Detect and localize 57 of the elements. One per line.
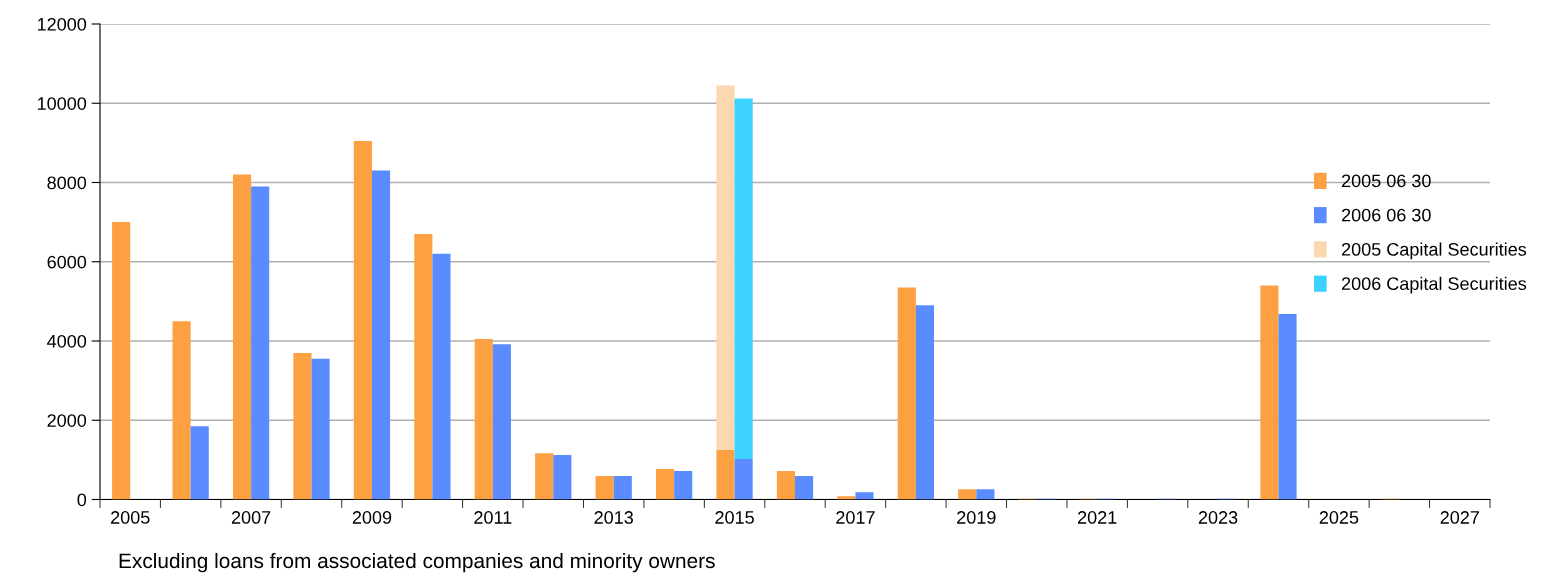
bar (613, 476, 632, 500)
bar (353, 140, 372, 500)
bar (172, 321, 191, 500)
bar (915, 305, 934, 500)
bar (293, 352, 312, 500)
bar (535, 453, 554, 500)
bar (251, 186, 270, 500)
bar (311, 358, 330, 500)
bar (716, 449, 735, 500)
bar (674, 470, 693, 500)
x-tick-label: 2007 (231, 511, 271, 524)
bar (1278, 314, 1297, 500)
bar (976, 489, 995, 500)
y-tick-label: 0 (77, 493, 87, 507)
bar (897, 287, 916, 500)
bar (474, 339, 493, 500)
x-tick-label: 2011 (474, 511, 512, 524)
bar (795, 476, 814, 500)
bar (716, 85, 735, 450)
bar (958, 489, 977, 500)
x-tick-label: 2025 (1319, 511, 1359, 524)
x-tick-label: 2009 (352, 511, 392, 524)
x-tick-label: 2027 (1440, 511, 1479, 524)
bar (232, 174, 252, 500)
x-tick-label: 2023 (1198, 511, 1238, 524)
bar (855, 492, 874, 500)
x-tick-label: 2013 (594, 511, 633, 524)
y-tick-label: 6000 (47, 255, 87, 269)
bar (734, 459, 753, 500)
x-tick-label: 2015 (715, 511, 754, 524)
x-tick-label: 2005 (111, 511, 150, 524)
bar (414, 234, 433, 500)
bar (190, 426, 209, 500)
y-tick-label: 10000 (37, 97, 87, 110)
y-tick-label: 2000 (47, 414, 87, 427)
bar (595, 476, 614, 500)
y-tick-label: 12000 (37, 17, 87, 31)
bar (656, 468, 675, 500)
legend-label: 2005 Capital Securities (1341, 242, 1527, 260)
bar (553, 455, 572, 500)
text: Excluding loans from associated companies and minority owners (119, 552, 715, 573)
x-tick-label: 2017 (836, 511, 875, 524)
y-tick-label: 4000 (47, 334, 87, 348)
y-tick-label: 8000 (47, 176, 87, 190)
bar (432, 253, 451, 500)
legend-label: 2006 06 30 (1341, 208, 1431, 222)
x-tick-label: 2019 (957, 511, 996, 524)
bar (1260, 285, 1279, 500)
bar (492, 344, 511, 500)
bar (734, 98, 753, 460)
bar (371, 170, 391, 500)
x-tick-label: 2021 (1078, 511, 1117, 524)
legend-label: 2005 06 30 (1341, 174, 1431, 188)
bar (837, 496, 856, 500)
legend-label: 2006 Capital Securities (1341, 276, 1527, 294)
bar (776, 470, 795, 500)
bar (112, 222, 131, 500)
